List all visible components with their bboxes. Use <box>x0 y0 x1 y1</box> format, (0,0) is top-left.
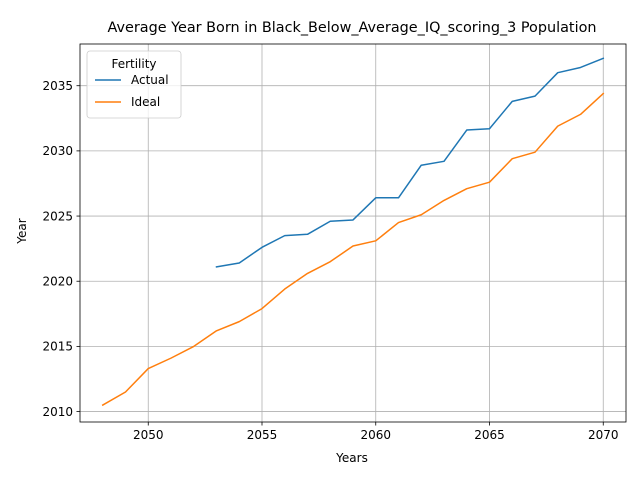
x-axis-ticks: 2050 2055 2060 2065 2070 <box>133 422 619 442</box>
x-tick-label: 2070 <box>588 428 619 442</box>
y-tick-label: 2025 <box>42 209 73 223</box>
y-tick-label: 2015 <box>42 340 73 354</box>
y-tick-label: 2035 <box>42 79 73 93</box>
plot-lines <box>101 57 605 407</box>
series-line-ideal <box>101 92 605 407</box>
x-tick-label: 2060 <box>360 428 391 442</box>
series-line-actual <box>215 57 605 268</box>
legend: Fertility Actual Ideal <box>86 50 182 119</box>
y-tick-label: 2020 <box>42 275 73 289</box>
x-axis-label: Years <box>335 451 368 465</box>
legend-label-ideal: Ideal <box>131 95 160 109</box>
legend-label-actual: Actual <box>131 73 169 87</box>
grid-lines <box>80 44 626 422</box>
legend-title: Fertility <box>111 57 156 71</box>
x-tick-label: 2065 <box>474 428 505 442</box>
y-axis-label: Year <box>15 218 29 244</box>
y-tick-label: 2030 <box>42 144 73 158</box>
chart-title: Average Year Born in Black_Below_Average… <box>107 20 596 36</box>
x-tick-label: 2050 <box>133 428 164 442</box>
x-tick-label: 2055 <box>247 428 278 442</box>
y-axis-ticks: 2010 2015 2020 2025 2030 2035 <box>42 79 80 419</box>
plot-frame <box>79 43 627 423</box>
y-tick-label: 2010 <box>42 405 73 419</box>
